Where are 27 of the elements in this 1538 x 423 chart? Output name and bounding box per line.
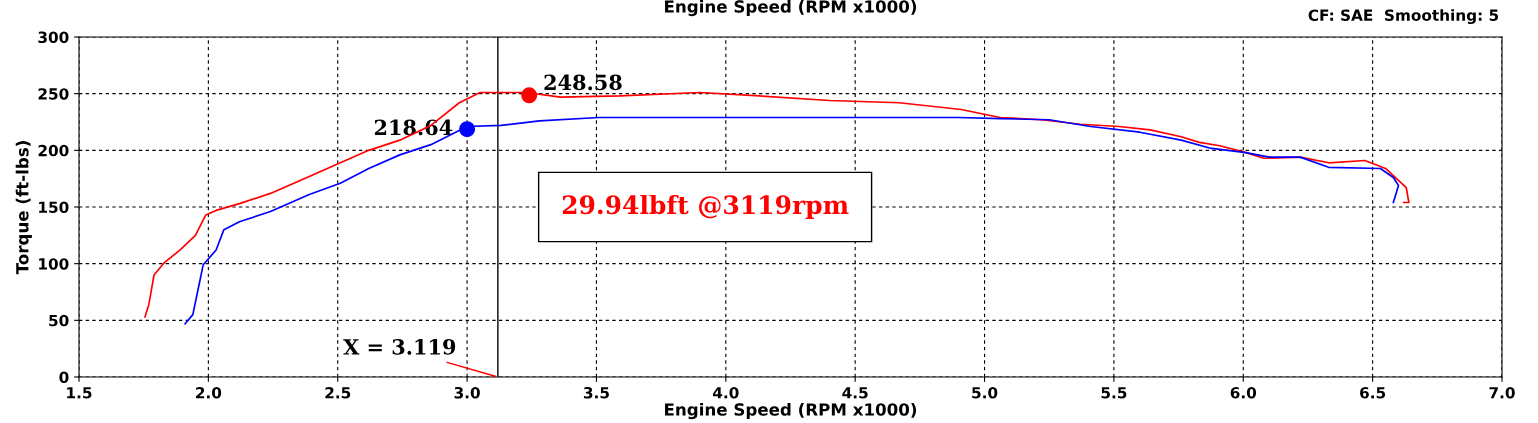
chart-title: Engine Speed (RPM x1000) <box>665 0 917 17</box>
y-tick-label: 300 <box>38 31 69 44</box>
x-tick-label: 5.0 <box>972 386 998 399</box>
y-tick-label: 200 <box>38 144 69 157</box>
y-tick-label: 50 <box>49 314 69 327</box>
y-tick-label: 0 <box>59 371 69 384</box>
y-tick-label: 150 <box>39 201 69 214</box>
x-tick-label: 4.0 <box>712 386 739 399</box>
x-tick-label: 4.5 <box>842 387 868 399</box>
x-tick-label: 6.0 <box>1230 386 1257 399</box>
y-tick-label: 100 <box>39 258 69 270</box>
y-axis-title: Torque (ft-lbs) <box>15 141 32 275</box>
x-tick-label: 2.0 <box>196 386 222 399</box>
x-tick-label: 6.5 <box>1360 387 1386 399</box>
x-tick-label: 3.5 <box>583 386 609 399</box>
data-label: 248.58 <box>544 74 622 91</box>
x-tick-label: 5.5 <box>1101 387 1127 399</box>
x-axis-title: Engine Speed (RPM x1000) <box>665 402 917 420</box>
x-tick-label: 1.5 <box>67 387 92 399</box>
annotation: 29.94lbft @3119rpm <box>562 194 849 220</box>
y-tick-label: 250 <box>38 88 69 100</box>
x-tick-label: 2.5 <box>325 386 351 399</box>
text: CF: SAE Smoothing: 5 <box>1308 9 1499 25</box>
line-series <box>184 116 1400 325</box>
ref-line-label: X = 3.119 <box>343 338 456 355</box>
x-tick-label: 3.0 <box>454 386 480 399</box>
x-tick-label: 7.0 <box>1489 386 1515 399</box>
